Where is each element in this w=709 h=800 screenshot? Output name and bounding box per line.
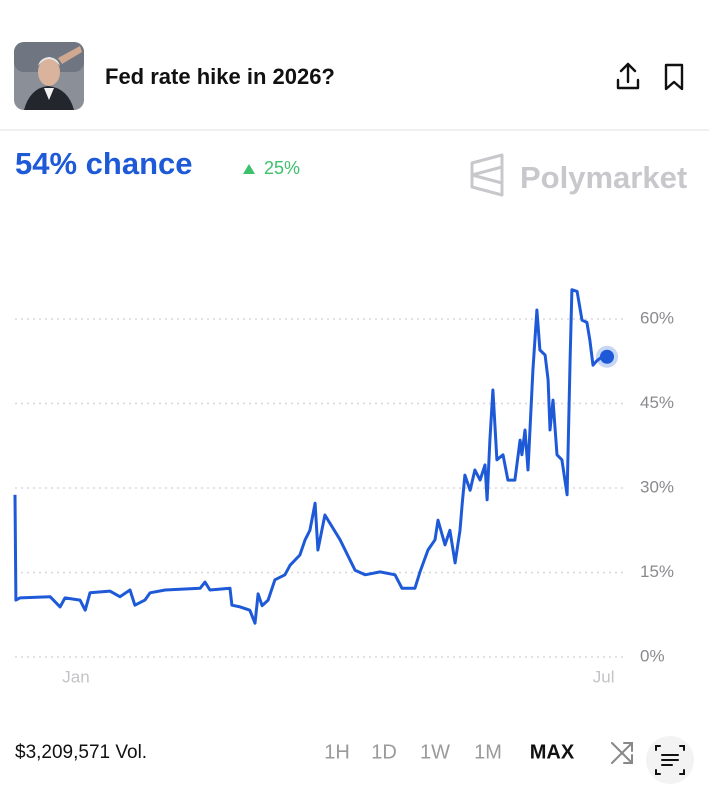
price-line xyxy=(13,288,607,625)
current-point xyxy=(600,349,615,364)
shuffle-button[interactable] xyxy=(611,742,633,764)
brand-logo xyxy=(470,153,504,197)
market-title: Fed rate hike in 2026? xyxy=(105,64,335,89)
range-button[interactable]: 1M xyxy=(474,741,502,763)
volume: $3,209,571 Vol. xyxy=(15,742,147,763)
avatar xyxy=(14,42,84,110)
range-button[interactable]: 1D xyxy=(371,741,397,763)
y-tick-label: 30% xyxy=(640,477,674,496)
y-tick-label: 15% xyxy=(640,562,674,581)
y-tick-label: 0% xyxy=(640,646,665,665)
range-button[interactable]: 1H xyxy=(324,741,350,763)
range-button[interactable]: MAX xyxy=(530,741,575,763)
range-button[interactable]: 1W xyxy=(420,741,450,763)
change-label: 25% xyxy=(264,158,300,178)
brand-name: Polymarket xyxy=(520,160,687,195)
x-tick-label: Jan xyxy=(62,667,89,686)
share-button[interactable] xyxy=(616,62,640,90)
y-tick-label: 60% xyxy=(640,309,674,328)
up-arrow xyxy=(243,164,255,174)
y-tick-label: 45% xyxy=(640,393,674,412)
chance-headline: 54% chance xyxy=(15,146,193,181)
x-tick-label: Jul xyxy=(593,667,615,686)
scan-button[interactable] xyxy=(646,736,694,784)
bookmark-button[interactable] xyxy=(664,63,684,91)
